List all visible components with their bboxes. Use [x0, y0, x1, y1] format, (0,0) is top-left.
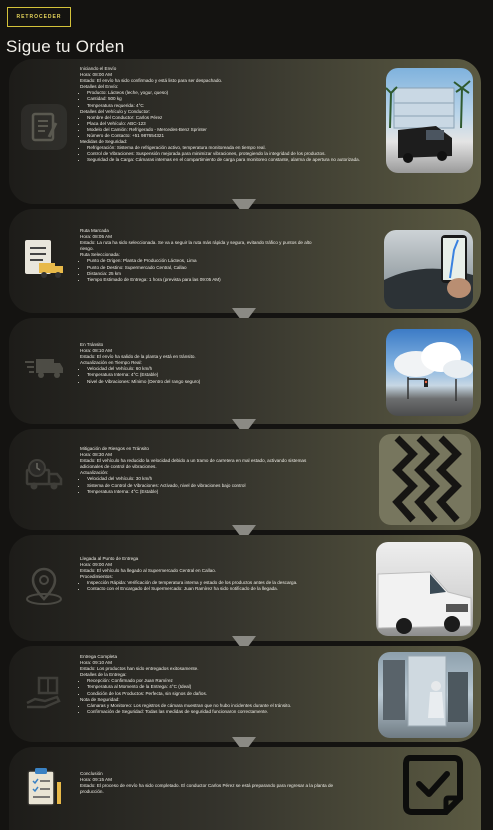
step-subtitle: Nota de Seguridad:: [80, 696, 120, 702]
list-item: Distancia: 25 km: [87, 271, 384, 277]
step-subtitle: Actualización en Tiempo Real:: [80, 360, 142, 366]
zigzag-vibration-icon: [379, 434, 471, 525]
white-van-photo: [376, 542, 473, 636]
package-hand-icon: [21, 670, 67, 716]
list-item: Temperatura Interna: 4°C (Estable): [87, 372, 384, 378]
step-time: Hora: 08:05 AM: [80, 234, 112, 240]
step-subtitle: Actualización:: [80, 470, 109, 476]
list-item: Número de Contacto: +51 987654321: [87, 133, 384, 139]
step-status: Estado: El vehículo ha reducido la veloc…: [80, 458, 307, 470]
step-card-delivery: Entrega Completa Hora: 09:10 AM Estado: …: [9, 646, 481, 742]
list-item: Placa del Vehículo: ABC-123: [87, 121, 384, 127]
list-item: Punto de Origen: Planta de Producción Lá…: [87, 258, 384, 264]
step-title: Conclusión: [80, 771, 103, 776]
list-item: Cámaras y Monitoreo: Los registros de cá…: [87, 703, 357, 709]
list-item: Seguridad de la Carga: Cámaras internas …: [87, 157, 427, 163]
step-title: Iniciando el Envío: [80, 66, 117, 71]
step-card-dispatch: Iniciando el Envío Hora: 08:00 AM Estado…: [9, 59, 481, 204]
step-subtitle: Detalles del Envío:: [80, 84, 119, 90]
fast-truck-icon: [21, 345, 67, 391]
list-item: Recepción: Confirmado por Juan Ramírez: [87, 678, 384, 684]
step-status: Estado: El envío ha sido confirmado y es…: [80, 78, 223, 84]
list-item: Cantidad: 500 kg: [87, 96, 384, 102]
back-button[interactable]: RETROCEDER: [7, 7, 71, 27]
step-card-conclusion: Conclusión Hora: 09:15 AM Estado: El pro…: [9, 747, 481, 830]
checklist-icon: [21, 765, 67, 811]
list-item: Inspección Rápida: Verificación de tempe…: [87, 580, 327, 586]
list-item: Nombre del Conductor: Carlos Pérez: [87, 115, 384, 121]
list-item: Control de Vibraciones: Suspensión mejor…: [87, 151, 427, 157]
list-item: Tiempo Estimado de Entrega: 1 hora (prev…: [87, 277, 384, 283]
step-title: Ruta Marcada: [80, 228, 109, 233]
step-subtitle: Detalles de la Entrega:: [80, 672, 127, 678]
truck-clock-icon: [21, 453, 67, 499]
step-status: Estado: Los productos han sido entregado…: [80, 666, 199, 672]
step-subtitle: Ruta Seleccionada:: [80, 252, 120, 258]
list-item: Temperatura al Momento de la Entrega: 4°…: [87, 684, 384, 690]
step-card-transit: En Tránsito Hora: 08:10 AM Estado: El en…: [9, 318, 481, 424]
clipboard-icon: [21, 104, 67, 150]
step-time: Hora: 08:10 AM: [80, 348, 112, 354]
list-item: Temperatura Interna: 4°C (Estable): [87, 489, 384, 495]
list-item: Temperatura requerida: 4°C: [87, 103, 384, 109]
step-status: Estado: El envío ha salido de la planta …: [80, 354, 196, 360]
step-status: Estado: El vehículo ha llegado al Superm…: [80, 568, 217, 574]
checkbox-check-icon: [402, 754, 464, 816]
step-time: Hora: 08:30 AM: [80, 452, 112, 458]
list-item: Condición de los Productos: Perfecta, si…: [87, 691, 384, 697]
step-card-risk-mitigation: Mitigación de Riesgos en Tránsito Hora: …: [9, 429, 481, 530]
step-subtitle: Procedimientos:: [80, 574, 113, 580]
step-title: Llegada al Punto de Entrega: [80, 556, 139, 561]
list-item: Velocidad del Vehículo: 60 km/h: [87, 366, 384, 372]
step-status: Estado: El proceso de envío ha sido comp…: [80, 783, 334, 795]
step-card-arrival: Llegada al Punto de Entrega Hora: 09:00 …: [9, 535, 481, 641]
step-time: Hora: 09:10 AM: [80, 660, 112, 666]
step-time: Hora: 08:00 AM: [80, 72, 112, 78]
gps-phone-photo: [384, 230, 473, 309]
list-item: Nivel de Vibraciones: Mínimo (Dentro del…: [87, 379, 384, 385]
step-subtitle: Medidas de Seguridad:: [80, 139, 128, 145]
list-item: Modelo del Camión: Refrigerado - Mercede…: [87, 127, 384, 133]
step-title: Entrega Completa: [80, 654, 118, 659]
list-item: Producto: Lácteos (leche, yogur, queso): [87, 90, 384, 96]
list-item: Velocidad del Vehículo: 30 km/h: [87, 476, 384, 482]
list-item: Confirmación de Seguridad: Todas las med…: [87, 709, 357, 715]
step-subtitle: Detalles del Vehículo y Conductor:: [80, 108, 151, 114]
warehouse-worker-photo: [378, 652, 473, 738]
step-time: Hora: 09:15 AM: [80, 777, 112, 783]
road-clouds-photo: [386, 329, 473, 416]
location-pin-icon: [21, 563, 67, 609]
step-status: Estado: La ruta ha sido seleccionada. Se…: [80, 240, 312, 252]
list-item: Sistema de Control de Vibraciones: Activ…: [87, 483, 384, 489]
step-title: Mitigación de Riesgos en Tránsito: [80, 446, 149, 451]
list-item: Refrigeración: Sistema de refrigeración …: [87, 145, 427, 151]
document-truck-icon: [21, 237, 67, 283]
step-card-route: Ruta Marcada Hora: 08:05 AM Estado: La r…: [9, 209, 481, 313]
page-title: Sigue tu Orden: [6, 37, 125, 56]
list-item: Contacto con el Encargado del Supermerca…: [87, 586, 327, 592]
step-time: Hora: 09:00 AM: [80, 562, 112, 568]
step-title: En Tránsito: [80, 342, 104, 347]
van-photo: [386, 68, 473, 173]
list-item: Punto de Destino: Supermercado Central, …: [87, 265, 384, 271]
